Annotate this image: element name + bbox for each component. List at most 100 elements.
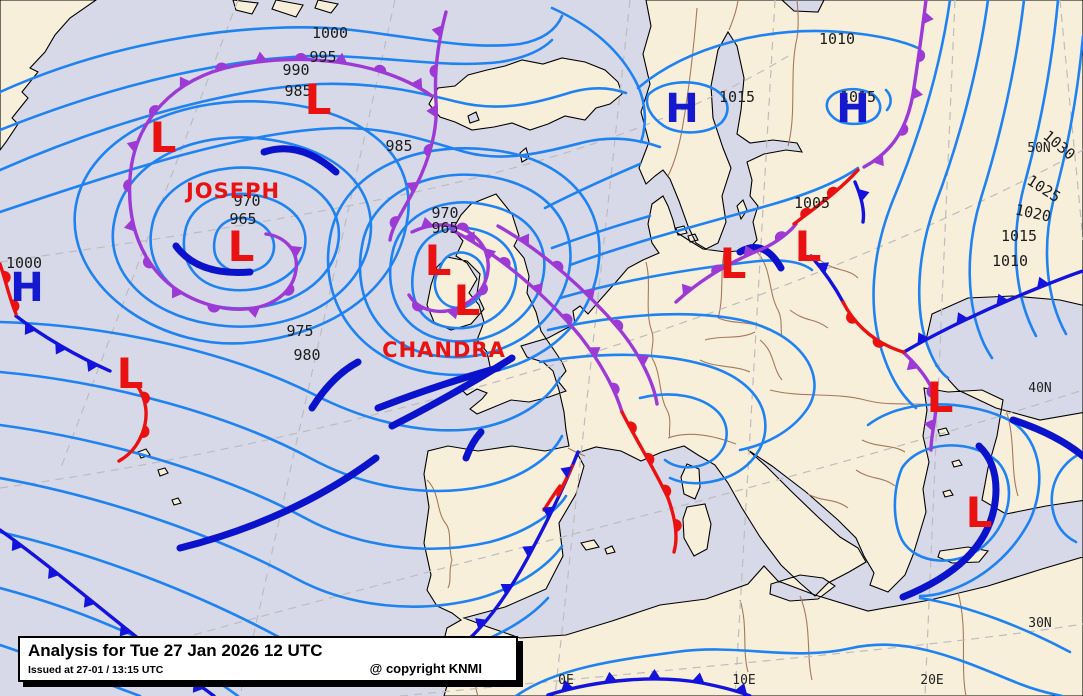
storm-name-label: CHANDRA bbox=[382, 338, 506, 362]
graticule-label: 30N bbox=[1028, 616, 1051, 631]
high-pressure-symbol: H bbox=[836, 86, 869, 132]
front-symbol-semi bbox=[477, 283, 488, 296]
pressure-value-label: 980 bbox=[293, 346, 320, 364]
front-symbol-tri bbox=[637, 354, 650, 367]
low-pressure-symbol: L bbox=[795, 222, 822, 271]
front-symbol-tri bbox=[410, 77, 423, 90]
front-symbol-tri bbox=[872, 154, 884, 167]
front-symbol-semi bbox=[411, 301, 424, 312]
front-symbol-tri bbox=[11, 539, 24, 551]
front-symbol-tri bbox=[290, 245, 303, 258]
front-symbol-semi bbox=[148, 105, 160, 117]
front-symbol-semi bbox=[423, 143, 432, 157]
occluded-front bbox=[388, 10, 448, 242]
front-symbol-tri bbox=[254, 51, 268, 63]
analysis-title: Analysis for Tue 27 Jan 2026 12 UTC bbox=[28, 641, 323, 660]
front-symbol-tri bbox=[334, 52, 348, 64]
front-symbol-semi bbox=[898, 123, 909, 136]
cold-front bbox=[902, 269, 1083, 354]
front-symbol-tri bbox=[522, 545, 535, 558]
front-symbol-tri bbox=[446, 307, 460, 320]
pressure-value-label: 990 bbox=[282, 61, 309, 79]
warm-front bbox=[792, 168, 860, 226]
front-symbol-semi bbox=[644, 452, 655, 466]
pressure-value-label: 1015 bbox=[719, 88, 755, 106]
front-symbol-semi bbox=[456, 222, 469, 232]
front-symbol-semi bbox=[774, 231, 787, 242]
front-symbol-tri bbox=[86, 360, 99, 372]
occluded-front bbox=[407, 223, 490, 314]
front-symbol-tri bbox=[691, 672, 705, 684]
front-symbol-tri bbox=[179, 76, 191, 89]
front-symbol-tri bbox=[923, 418, 935, 432]
pressure-value-label: 970 bbox=[431, 204, 458, 222]
front-symbol-tri bbox=[588, 347, 601, 359]
graticule-label: 40N bbox=[1028, 381, 1051, 396]
front-symbol-tri bbox=[123, 219, 136, 232]
pressure-value-label: 965 bbox=[229, 210, 256, 228]
front-symbol-semi bbox=[207, 304, 221, 313]
pressure-value-label: 1010 bbox=[992, 252, 1028, 270]
front-symbol-tri bbox=[484, 247, 497, 261]
front-symbol-semi bbox=[917, 49, 926, 63]
front-symbol-tri bbox=[475, 618, 488, 630]
front-symbol-tri bbox=[906, 358, 919, 371]
pressure-value-label: 1000 bbox=[312, 24, 348, 42]
front-symbol-tri bbox=[83, 595, 96, 608]
cold-front bbox=[546, 677, 752, 696]
front-symbol-semi bbox=[141, 391, 150, 405]
front-symbol-tri bbox=[912, 86, 923, 100]
front-symbol-semi bbox=[627, 421, 637, 434]
front-symbol-semi bbox=[294, 53, 308, 60]
front-symbol-tri bbox=[604, 671, 617, 683]
front-symbol-semi bbox=[872, 337, 885, 348]
front-symbol-tri bbox=[518, 233, 530, 246]
graticule-label: 0E bbox=[558, 673, 574, 688]
occluded-front bbox=[127, 57, 434, 311]
front-symbol-tri bbox=[560, 466, 573, 479]
front-symbol-tri bbox=[922, 11, 934, 25]
front-symbol-tri bbox=[817, 262, 830, 274]
front-symbol-semi bbox=[826, 186, 839, 198]
front-symbol-tri bbox=[1036, 276, 1050, 289]
front-symbol-semi bbox=[610, 382, 620, 396]
front-symbol-semi bbox=[846, 312, 857, 324]
low-pressure-symbol: L bbox=[305, 75, 332, 124]
pressure-value-label: 1005 bbox=[794, 194, 830, 212]
warm-front bbox=[620, 410, 678, 554]
front-symbol-semi bbox=[2, 270, 11, 284]
pressure-value-label: 1000 bbox=[6, 254, 42, 272]
pressure-value-label: 1015 bbox=[840, 88, 876, 106]
pressure-value-label: 970 bbox=[233, 192, 260, 210]
pressure-value-label: 985 bbox=[385, 137, 412, 155]
front-symbol-tri bbox=[192, 680, 205, 693]
low-pressure-symbol: L bbox=[117, 349, 144, 398]
front-symbol-tri bbox=[126, 140, 139, 153]
front-symbol-semi bbox=[612, 319, 624, 332]
occluded-front bbox=[496, 224, 659, 406]
copyright-notice: @ copyright KNMI bbox=[369, 661, 482, 677]
high-pressure-symbol: H bbox=[10, 265, 43, 311]
front-symbol-tri bbox=[956, 312, 969, 325]
pressure-value-label: 975 bbox=[286, 322, 313, 340]
front-symbol-tri bbox=[647, 669, 661, 680]
front-symbol-tri bbox=[426, 104, 437, 118]
front-symbol-semi bbox=[373, 64, 387, 74]
cold-front bbox=[14, 314, 112, 373]
front-symbol-tri bbox=[247, 306, 261, 318]
front-symbol-tri bbox=[420, 217, 434, 229]
low-pressure-symbol: L bbox=[228, 222, 255, 271]
front-symbol-tri bbox=[583, 288, 596, 301]
front-symbol-tri bbox=[996, 293, 1009, 306]
pressure-value-label: 995 bbox=[309, 48, 336, 66]
low-pressure-symbol: L bbox=[150, 113, 177, 162]
front-symbol-semi bbox=[140, 425, 150, 438]
front-symbol-semi bbox=[429, 64, 437, 78]
front-symbol-tri bbox=[55, 342, 67, 355]
graticule-label: 20E bbox=[920, 673, 943, 688]
issued-timestamp: Issued at 27-01 / 13:15 UTC bbox=[28, 664, 164, 677]
front-symbol-tri bbox=[431, 25, 443, 38]
